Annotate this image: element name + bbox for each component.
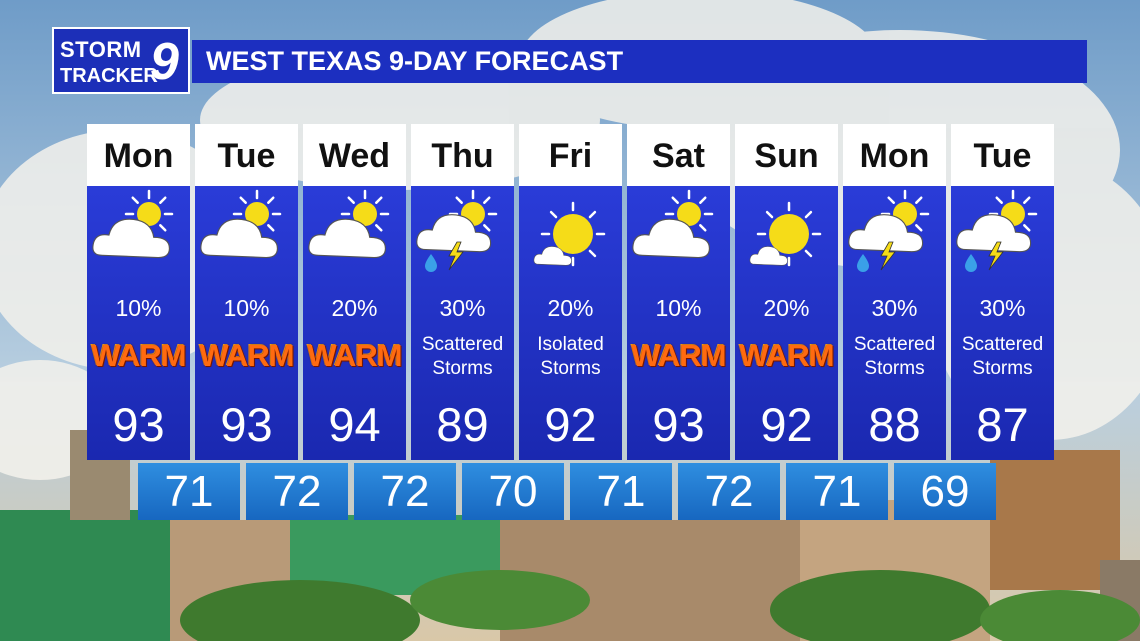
day-name: Sun <box>735 124 838 186</box>
weather-icon <box>956 189 1038 272</box>
precip-chance: 10% <box>115 295 162 321</box>
day-name: Sat <box>627 124 730 186</box>
logo-number: 9 <box>150 33 179 91</box>
title: WEST TEXAS 9-DAY FORECAST <box>192 40 1087 83</box>
high-temp: 92 <box>544 398 597 451</box>
weather-icon <box>200 189 282 259</box>
precip-chance: 10% <box>223 295 270 321</box>
low-temp: 71 <box>570 463 672 520</box>
low-temp: 72 <box>678 463 780 520</box>
day-panel <box>195 186 298 460</box>
day-panel <box>87 186 190 460</box>
weather-icon <box>848 189 930 272</box>
high-temp: 93 <box>652 398 705 451</box>
low-temp: 69 <box>894 463 996 520</box>
precip-chance: 30% <box>871 295 918 321</box>
high-temp: 94 <box>328 398 381 451</box>
high-temp: 87 <box>976 398 1029 451</box>
day-panel <box>843 186 946 460</box>
precip-chance: 30% <box>439 295 486 321</box>
precip-chance: 20% <box>547 295 594 321</box>
high-temp: 93 <box>112 398 165 451</box>
high-temp: 88 <box>868 398 921 451</box>
day-name: Mon <box>87 124 190 186</box>
day-panel <box>411 186 514 460</box>
day-panel <box>303 186 406 460</box>
condition-warm: WARM <box>631 338 726 373</box>
day-name: Mon <box>843 124 946 186</box>
high-temp: 93 <box>220 398 273 451</box>
day-name: Wed <box>303 124 406 186</box>
low-temp: 71 <box>786 463 888 520</box>
condition: Scattered Storms <box>421 334 504 379</box>
weather-icon <box>416 189 498 272</box>
day-name: Tue <box>951 124 1054 186</box>
condition-warm: WARM <box>91 338 186 373</box>
weather-icon <box>632 189 714 259</box>
precip-chance: 30% <box>979 295 1026 321</box>
weather-icon <box>533 201 606 267</box>
day-name: Fri <box>519 124 622 186</box>
condition: Scattered Storms <box>961 334 1044 379</box>
precip-chance: 20% <box>331 295 378 321</box>
condition-warm: WARM <box>739 338 834 373</box>
weather-icon <box>749 201 822 267</box>
condition-warm: WARM <box>199 338 294 373</box>
low-temp: 72 <box>246 463 348 520</box>
weather-icon <box>308 189 390 259</box>
day-panel <box>951 186 1054 460</box>
high-temp: 92 <box>760 398 813 451</box>
day-panel <box>735 186 838 460</box>
condition: Isolated Storms <box>537 334 604 379</box>
low-temp: 70 <box>462 463 564 520</box>
logo-text: STORM <box>60 37 142 62</box>
condition-warm: WARM <box>307 338 402 373</box>
low-temp: 72 <box>354 463 456 520</box>
precip-chance: 20% <box>763 295 810 321</box>
logo: STORM TRACKER 9 <box>52 27 190 94</box>
condition: Scattered Storms <box>853 334 936 379</box>
day-panel <box>519 186 622 460</box>
weather-icon <box>92 189 174 259</box>
day-panel <box>627 186 730 460</box>
logo-text: TRACKER <box>60 65 158 87</box>
low-temp: 71 <box>138 463 240 520</box>
day-name: Tue <box>195 124 298 186</box>
day-name: Thu <box>411 124 514 186</box>
high-temp: 89 <box>436 398 489 451</box>
precip-chance: 10% <box>655 295 702 321</box>
